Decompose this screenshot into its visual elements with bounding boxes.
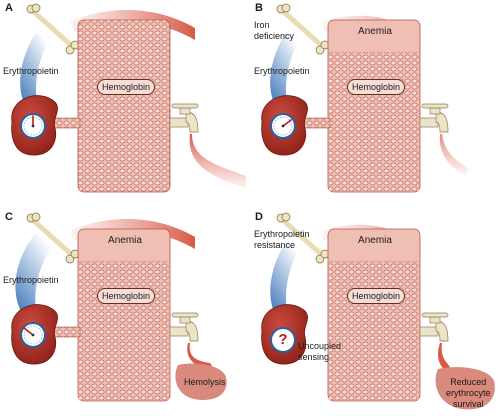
question-mark-icon: ? bbox=[271, 332, 295, 348]
anemia-label: Anemia bbox=[340, 26, 410, 37]
hemoglobin-tank bbox=[78, 20, 170, 192]
panel-letter: C bbox=[5, 211, 13, 223]
tap-icon bbox=[420, 313, 448, 341]
survival-line-1: Reduced bbox=[446, 377, 491, 388]
iron-deficiency-label: Iron deficiency bbox=[254, 20, 294, 42]
panel-d: D Erythropoietin resistance Anemia Hemog… bbox=[250, 209, 500, 418]
panel-letter: B bbox=[255, 2, 263, 14]
anemia-label: Anemia bbox=[90, 235, 160, 246]
outflow-stream bbox=[438, 343, 450, 371]
survival-line-2: erythrocyte bbox=[446, 388, 491, 399]
uncoupled-sensing-label: Uncoupled sensing bbox=[298, 341, 341, 363]
panel-c: C Erythropoietin Anemia Hemoglobin Hemol… bbox=[0, 209, 250, 418]
iron-label-line-1: Iron bbox=[254, 20, 294, 31]
epo-label: Erythropoietin bbox=[3, 275, 59, 286]
tap-icon bbox=[170, 104, 198, 132]
epo-resistance-label: Erythropoietin resistance bbox=[254, 229, 310, 251]
hemoglobin-label: Hemoglobin bbox=[347, 288, 405, 304]
reduced-survival-label: Reduced erythrocyte survival bbox=[446, 377, 491, 410]
epo-label: Erythropoietin bbox=[3, 66, 59, 77]
gauge-icon bbox=[271, 114, 295, 138]
gauge-icon bbox=[21, 114, 45, 138]
anemia-gap bbox=[329, 251, 419, 263]
tap-icon bbox=[420, 104, 448, 132]
hemoglobin-level bbox=[79, 261, 169, 400]
hemoglobin-label: Hemoglobin bbox=[347, 79, 405, 95]
panel-a-illustration bbox=[0, 0, 250, 209]
tap-icon bbox=[170, 313, 198, 341]
outflow-stream bbox=[190, 134, 246, 188]
hemoglobin-label: Hemoglobin bbox=[97, 79, 155, 95]
panel-letter: D bbox=[255, 211, 263, 223]
survival-line-3: survival bbox=[446, 399, 491, 410]
anemia-gap bbox=[329, 42, 419, 54]
sensing-line-2: sensing bbox=[298, 352, 341, 363]
outflow-stream bbox=[440, 134, 468, 176]
hemoglobin-level bbox=[329, 52, 419, 191]
hemolysis-label: Hemolysis bbox=[184, 377, 226, 388]
resistance-line-2: resistance bbox=[254, 240, 310, 251]
hemoglobin-label: Hemoglobin bbox=[97, 288, 155, 304]
sensing-line-1: Uncoupled bbox=[298, 341, 341, 352]
gauge-icon bbox=[21, 323, 45, 347]
panel-b: B Iron deficiency Erythropoietin Anemia … bbox=[250, 0, 500, 209]
hemoglobin-level bbox=[329, 261, 419, 400]
resistance-line-1: Erythropoietin bbox=[254, 229, 310, 240]
anemia-label: Anemia bbox=[340, 235, 410, 246]
iron-label-line-2: deficiency bbox=[254, 31, 294, 42]
epo-label: Erythropoietin bbox=[254, 66, 310, 77]
panel-letter: A bbox=[5, 2, 13, 14]
anemia-gap bbox=[79, 251, 169, 263]
panel-a: A Erythropoietin Hemoglobin bbox=[0, 0, 250, 209]
